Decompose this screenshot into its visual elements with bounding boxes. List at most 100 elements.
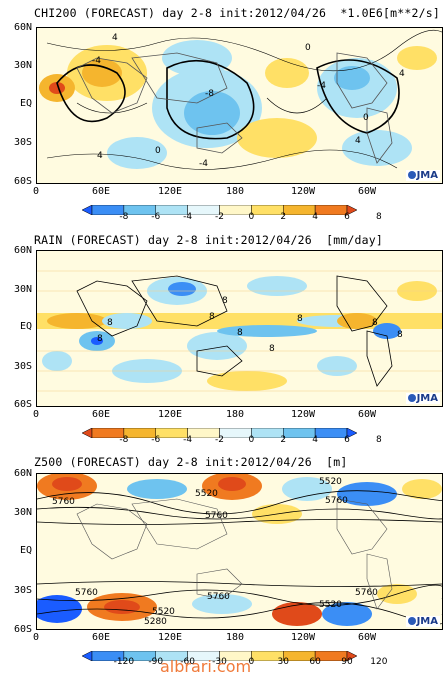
lat-label: 30N xyxy=(13,284,32,295)
contour-label: 5760 xyxy=(205,511,228,521)
lat-label: EQ xyxy=(19,321,32,332)
colorbar-tick-label: 60 xyxy=(309,657,321,667)
colorbar-tick-label: 8 xyxy=(376,212,382,222)
colorbar-tick-label: 0 xyxy=(248,657,255,667)
watermark: albrari.com xyxy=(160,657,252,676)
lon-label: 180 xyxy=(226,632,245,643)
colorbar-arrow-right xyxy=(346,204,358,216)
contour-label: -4 xyxy=(92,56,101,66)
lon-label: 60E xyxy=(92,632,111,643)
contour-label: 0 xyxy=(305,43,311,53)
contour-label: 8 xyxy=(269,344,275,354)
lon-label: 60W xyxy=(358,186,377,197)
jma-logo-icon xyxy=(407,617,416,625)
colorbar-tick-label: -60 xyxy=(180,657,195,667)
contour-label: 8 xyxy=(107,318,113,328)
jma-logo: JMA xyxy=(405,393,440,404)
colorbar-tick-label: 2 xyxy=(280,212,287,222)
colorbar-tick-label: 6 xyxy=(344,435,350,445)
panel-title: RAIN (FORECAST) day 2-8 init:2012/04/26 … xyxy=(34,233,384,247)
contour-label: 5520 xyxy=(319,477,342,487)
contour-label: 0 xyxy=(363,113,369,123)
colorbar-arrow-left xyxy=(81,204,93,216)
lon-label: 120W xyxy=(291,409,316,420)
colorbar-tick-label: 8 xyxy=(376,435,382,445)
colorbar xyxy=(81,200,358,216)
map-chi200: 4 -4 -8 0 0 4 -4 4 -4 0 4 JMA xyxy=(36,27,443,184)
lat-label: 30S xyxy=(13,137,32,148)
lon-label: 60E xyxy=(92,409,111,420)
contour-label: 4 xyxy=(112,33,118,43)
contour-label: 5760 xyxy=(75,588,98,598)
lon-label: 0 xyxy=(33,632,40,643)
contour-label: 4 xyxy=(399,69,405,79)
colorbar-tick-label: 6 xyxy=(344,212,350,222)
contour-label: 8 xyxy=(397,330,403,340)
contour-label: 8 xyxy=(97,334,103,344)
lon-label: 120E xyxy=(158,632,183,643)
lat-label: 60S xyxy=(13,624,32,635)
contour-label: 8 xyxy=(372,318,378,328)
colorbar-arrow-left xyxy=(81,650,93,662)
colorbar-tick-label: 0 xyxy=(248,212,255,222)
contour-label: -4 xyxy=(317,81,326,91)
contour-label: 8 xyxy=(297,314,303,324)
colorbar-tick-label: 4 xyxy=(312,435,318,445)
contour-label: 5520 xyxy=(152,607,175,617)
colorbar-tick-label: -120 xyxy=(113,657,135,667)
lat-label: 60N xyxy=(13,468,32,479)
lon-label: 120W xyxy=(291,632,316,643)
lat-label: 30S xyxy=(13,585,32,596)
colorbar-tick-label: -2 xyxy=(215,435,224,445)
colorbar-tick-label: -8 xyxy=(119,435,129,445)
colorbar-tick-label: -6 xyxy=(151,435,161,445)
lon-label: 60W xyxy=(358,409,377,420)
contour-label: 5280 xyxy=(144,617,167,627)
lon-label: 120E xyxy=(158,409,183,420)
lon-label: 120W xyxy=(291,186,316,197)
contour-label: 8 xyxy=(237,328,243,338)
colorbar-tick-label: -6 xyxy=(151,212,161,222)
contour-label: 5760 xyxy=(52,497,75,507)
lat-label: 30N xyxy=(13,60,32,71)
colorbar-tick-label: -8 xyxy=(119,212,129,222)
lon-label: 180 xyxy=(226,186,245,197)
colorbar-tick-label: -4 xyxy=(183,435,193,445)
panel-title: Z500 (FORECAST) day 2-8 init:2012/04/26 … xyxy=(34,455,348,469)
contour-label: 8 xyxy=(222,296,228,306)
colorbar-tick-label: 90 xyxy=(341,657,353,667)
contour-label: 5760 xyxy=(207,592,230,602)
colorbar-tick-label: -30 xyxy=(212,657,227,667)
map-z500: 5520 5760 5760 5520 5760 5520 5760 5760 … xyxy=(36,473,443,630)
contour-label: 8 xyxy=(209,312,215,322)
colorbar-tick-label: 30 xyxy=(277,657,289,667)
lat-label: EQ xyxy=(19,545,32,556)
colorbar-arrow-left xyxy=(81,427,93,439)
lon-label: 120E xyxy=(158,186,183,197)
colorbar-tick-label: 2 xyxy=(280,435,287,445)
lat-label: EQ xyxy=(19,98,32,109)
lat-label: 60S xyxy=(13,399,32,410)
colorbar-tick-label: -4 xyxy=(183,212,193,222)
contour-label: 0 xyxy=(155,146,161,156)
colorbar-arrow-right xyxy=(346,650,358,662)
lat-label: 30N xyxy=(13,507,32,518)
contour-label: -4 xyxy=(199,159,208,169)
lon-label: 0 xyxy=(33,409,40,420)
lat-label: 60S xyxy=(13,176,32,187)
contour-label: -8 xyxy=(205,89,214,99)
lon-label: 60E xyxy=(92,186,111,197)
panel-title: CHI200 (FORECAST) day 2-8 init:2012/04/2… xyxy=(34,6,441,20)
jma-logo: JMA xyxy=(405,170,440,181)
jma-logo-icon xyxy=(407,394,416,402)
colorbar xyxy=(81,423,358,439)
lon-label: 180 xyxy=(226,409,245,420)
lat-label: 30S xyxy=(13,361,32,372)
contour-label: 4 xyxy=(355,136,361,146)
colorbar-tick-label: -2 xyxy=(215,212,224,222)
map-rain: 8 8 8 8 8 8 8 8 8 JMA xyxy=(36,250,443,407)
contour-label: 4 xyxy=(97,151,103,161)
contour-label: 5760 xyxy=(325,496,348,506)
jma-logo: JMA xyxy=(405,616,440,627)
contour-label: 5760 xyxy=(355,588,378,598)
